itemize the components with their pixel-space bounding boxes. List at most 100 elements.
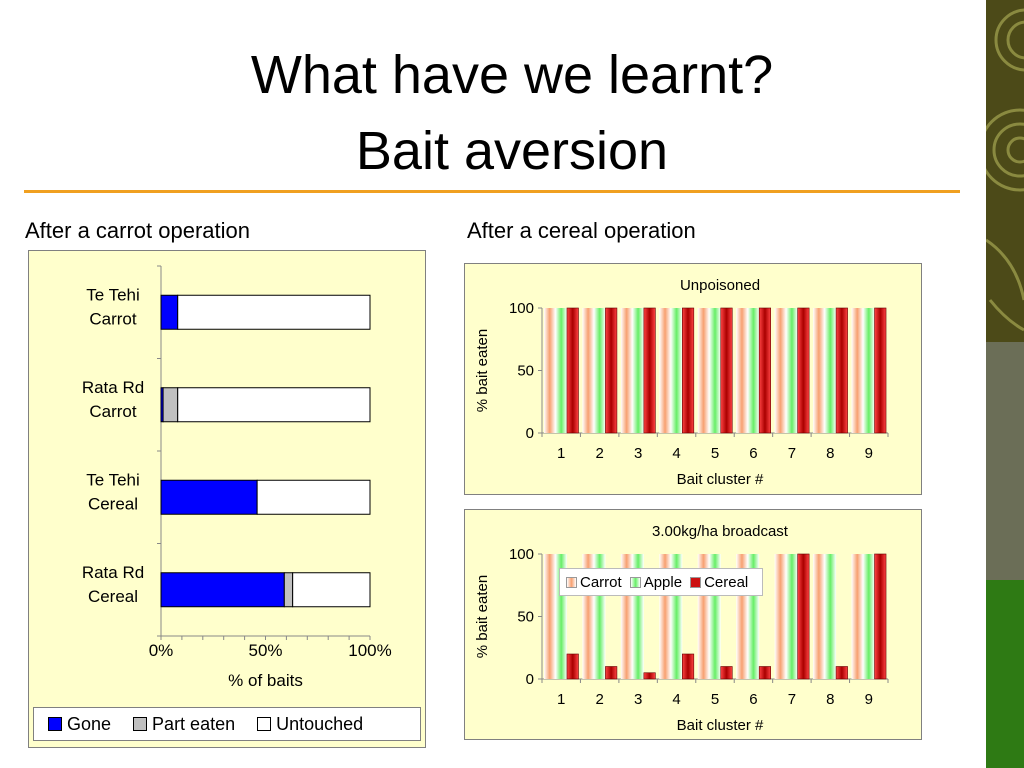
bar-carrot bbox=[697, 554, 710, 679]
bar-untouched bbox=[177, 387, 371, 423]
bar-apple bbox=[786, 554, 798, 679]
bar-cereal bbox=[682, 653, 695, 680]
bar-carrot bbox=[659, 554, 671, 679]
bar-cereal bbox=[874, 307, 887, 434]
right-section-label: After a cereal operation bbox=[467, 218, 696, 243]
bar-apple bbox=[747, 554, 760, 679]
unpoisoned-chart: Unpoisoned 0 50 100 % bait eaten 1 2 3 4 5 6 7 8 9 Bai… bbox=[464, 263, 922, 495]
bar-carrot bbox=[582, 308, 594, 433]
bar-apple bbox=[824, 308, 837, 433]
legend-label: Part eaten bbox=[152, 713, 236, 734]
legend-item: Untouched bbox=[257, 714, 363, 735]
y-tick-label: 50 bbox=[517, 609, 534, 626]
chart-title: 3.00kg/ha broadcast bbox=[652, 523, 789, 540]
y-axis-label: % bait eaten bbox=[474, 575, 491, 658]
x-tick-label: 9 bbox=[865, 691, 873, 708]
bar-carrot bbox=[774, 308, 787, 433]
x-tick-label: 6 bbox=[749, 445, 757, 462]
legend-swatch bbox=[629, 576, 641, 588]
y-tick-label: 0 bbox=[526, 425, 534, 442]
bar-cereal bbox=[643, 307, 656, 434]
bar-cereal bbox=[758, 307, 771, 434]
x-axis-label: Bait cluster # bbox=[677, 717, 764, 734]
legend-label: Cereal bbox=[704, 573, 749, 591]
bar-apple bbox=[709, 308, 721, 433]
legend-item: Carrot bbox=[566, 574, 622, 591]
legend-item: Part eaten bbox=[133, 714, 235, 735]
category-label: Cereal bbox=[88, 587, 138, 606]
broadcast-chart: 3.00kg/ha broadcast 0 50 100 % bait eaten 1 2 3… bbox=[464, 509, 922, 740]
x-axis-label: Bait cluster # bbox=[677, 471, 764, 488]
bar-cereal bbox=[835, 307, 848, 434]
x-tick-label: 7 bbox=[788, 691, 796, 708]
bar-apple bbox=[824, 554, 837, 679]
bar-apple bbox=[632, 554, 644, 679]
x-tick-label: 2 bbox=[595, 445, 603, 462]
x-tick-label: 1 bbox=[557, 445, 565, 462]
bar-apple bbox=[555, 554, 567, 679]
x-tick-label: 2 bbox=[595, 691, 603, 708]
legend-swatch bbox=[133, 717, 148, 731]
category-label: Te Tehi bbox=[86, 285, 140, 304]
carrot-chart-legend: Gone Part eaten Untouched bbox=[33, 707, 421, 741]
bar-carrot bbox=[659, 308, 671, 433]
bar-apple bbox=[670, 308, 683, 433]
bar-apple bbox=[863, 308, 875, 433]
legend-swatch bbox=[257, 717, 272, 731]
side-band-bottom bbox=[986, 580, 1024, 768]
title-divider bbox=[24, 190, 960, 193]
swirl-pattern-icon bbox=[986, 8, 1024, 332]
x-tick-label: 0% bbox=[149, 641, 174, 660]
legend-label: Carrot bbox=[580, 573, 622, 591]
bar-cereal bbox=[874, 553, 887, 680]
legend-label: Gone bbox=[67, 713, 112, 734]
bar-carrot bbox=[543, 308, 556, 433]
bar-apple bbox=[555, 308, 567, 433]
chart-title: Unpoisoned bbox=[680, 277, 760, 294]
bar-cereal bbox=[720, 666, 733, 680]
bar-gone bbox=[160, 294, 179, 330]
bar-cereal bbox=[605, 666, 618, 680]
legend-item: Cereal bbox=[690, 574, 748, 591]
x-tick-label: 1 bbox=[557, 691, 565, 708]
bar-cereal bbox=[720, 307, 733, 434]
y-tick-label: 50 bbox=[517, 363, 534, 380]
bar-cereal bbox=[758, 666, 771, 680]
bar-apple bbox=[709, 554, 721, 679]
legend-swatch bbox=[690, 576, 702, 588]
category-label: Cereal bbox=[88, 494, 138, 513]
x-axis-label: % of baits bbox=[228, 671, 303, 690]
bar-cereal bbox=[566, 307, 579, 434]
legend-label: Apple bbox=[643, 573, 683, 591]
bar-carrot bbox=[774, 554, 787, 679]
bar-apple bbox=[632, 308, 644, 433]
x-tick-label: 100% bbox=[348, 641, 391, 660]
left-section-label: After a carrot operation bbox=[25, 218, 251, 243]
bar-cereal bbox=[835, 666, 848, 680]
bar-apple bbox=[593, 308, 606, 433]
x-tick-label: 5 bbox=[711, 691, 719, 708]
x-tick-label: 8 bbox=[826, 445, 834, 462]
bar-gone bbox=[160, 572, 285, 608]
side-band-middle bbox=[986, 342, 1024, 580]
bar-untouched bbox=[292, 572, 371, 608]
bar-carrot bbox=[620, 308, 633, 433]
side-band-top bbox=[986, 0, 1024, 342]
bar-gone bbox=[160, 479, 258, 515]
bar-apple bbox=[786, 308, 798, 433]
bar-part-eaten bbox=[283, 572, 294, 608]
broadcast-chart-legend: Carrot Apple Cereal bbox=[559, 568, 764, 596]
bar-apple bbox=[863, 554, 875, 679]
bar-cereal bbox=[682, 307, 695, 434]
category-label: Carrot bbox=[89, 402, 137, 421]
x-tick-label: 6 bbox=[749, 691, 757, 708]
bar-carrot bbox=[851, 308, 864, 433]
bar-carrot bbox=[736, 308, 748, 433]
bar-untouched bbox=[177, 294, 371, 330]
side-decoration bbox=[986, 0, 1024, 768]
carrot-operation-plot: 0% 50% 100% % of baits Te Tehi Carrot Rata Rd C… bbox=[82, 265, 392, 690]
slide-title-line1: What have we learnt? bbox=[250, 45, 774, 105]
category-label: Te Tehi bbox=[86, 470, 140, 489]
bar-carrot bbox=[697, 308, 710, 433]
bar-cereal bbox=[605, 307, 618, 434]
